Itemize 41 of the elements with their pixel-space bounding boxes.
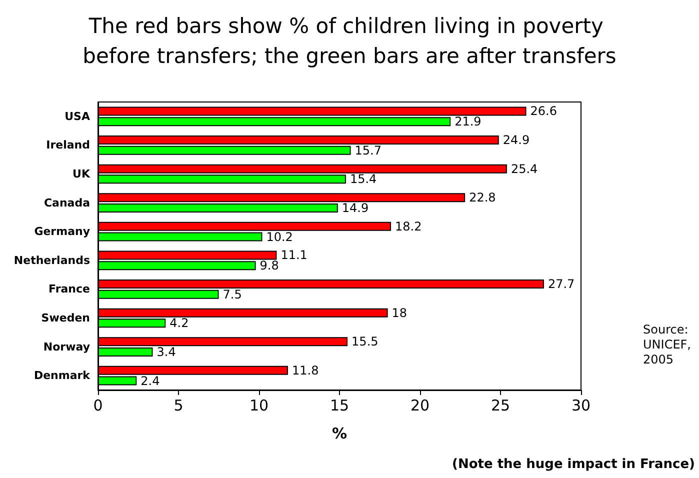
y-tick-label: Germany bbox=[34, 225, 90, 238]
x-tick-label: 20 bbox=[410, 396, 430, 414]
y-tick-label: USA bbox=[64, 110, 90, 123]
chart-title: The red bars show % of children living in poverty before transfers; the green bars are after transfers bbox=[82, 14, 616, 68]
data-label: 21.9 bbox=[454, 114, 482, 129]
data-label: 15.7 bbox=[354, 143, 382, 158]
y-tick-label: Ireland bbox=[46, 138, 90, 152]
data-label: 24.9 bbox=[502, 133, 530, 148]
data-label: 14.9 bbox=[342, 200, 369, 215]
x-tick-label: 10 bbox=[249, 396, 269, 414]
x-axis-title: % bbox=[332, 424, 348, 442]
data-label: 25.4 bbox=[510, 162, 538, 176]
data-label: 18 bbox=[392, 306, 408, 320]
x-tick-label: 25 bbox=[490, 396, 510, 414]
data-label: 4.2 bbox=[170, 316, 189, 330]
data-label: 7.5 bbox=[222, 287, 242, 302]
x-tick-label: 30 bbox=[571, 396, 591, 414]
data-label: 9.8 bbox=[260, 258, 279, 273]
text: (Note the huge impact in France) bbox=[452, 457, 696, 472]
data-label: 11.1 bbox=[280, 248, 308, 262]
y-tick-label: Netherlands bbox=[14, 254, 90, 267]
y-tick-label: Norway bbox=[43, 340, 90, 354]
x-tick-label: 15 bbox=[330, 396, 350, 414]
source-note: Source: UNICEF, 2005 bbox=[643, 322, 692, 366]
data-label: 22.8 bbox=[469, 190, 496, 205]
data-label: 26.6 bbox=[530, 104, 557, 118]
x-tick-label: 0 bbox=[93, 396, 103, 414]
y-tick-label: Sweden bbox=[41, 312, 90, 324]
data-label: 15.4 bbox=[350, 172, 377, 186]
data-label: 27.7 bbox=[548, 277, 575, 292]
data-label: 3.4 bbox=[156, 344, 176, 359]
data-label: 18.2 bbox=[395, 219, 422, 234]
y-tick-label: France bbox=[48, 282, 90, 296]
data-label: 15.5 bbox=[352, 334, 378, 349]
y-tick-label: Canada bbox=[44, 196, 90, 210]
data-label: 10.2 bbox=[266, 230, 293, 244]
data-label: 11.8 bbox=[292, 363, 319, 378]
y-tick-label: Denmark bbox=[34, 369, 91, 382]
data-label: 2.4 bbox=[140, 374, 160, 388]
y-tick-label: UK bbox=[72, 168, 90, 180]
x-tick-label: 5 bbox=[174, 396, 184, 414]
